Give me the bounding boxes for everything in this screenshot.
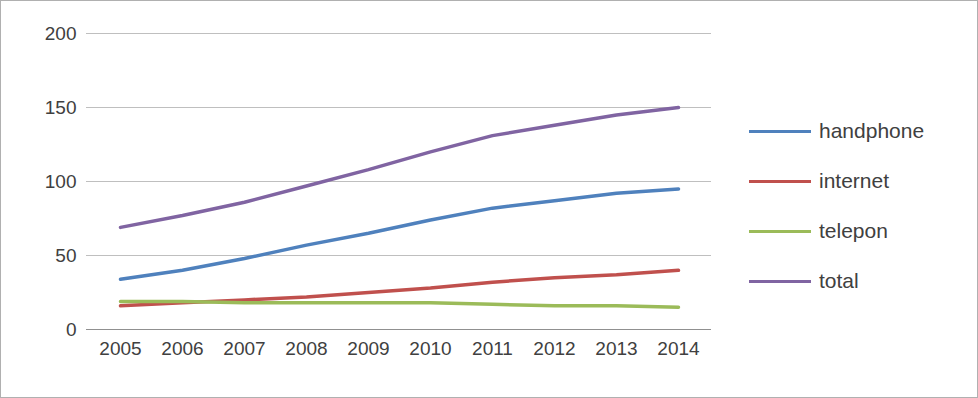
html-text:telepon: telepon (819, 219, 888, 242)
svg-text:2010: 2010 (409, 338, 451, 359)
svg-text:100: 100 (45, 171, 77, 192)
svg-text:2009: 2009 (347, 338, 389, 359)
html-text:internet: internet (819, 169, 889, 192)
html-text:total: total (819, 269, 859, 292)
svg-text:150: 150 (45, 97, 77, 118)
html-text:handphone: handphone (819, 119, 925, 142)
svg-text:0: 0 (66, 319, 77, 340)
svg-text:2014: 2014 (657, 338, 700, 359)
svg-text:200: 200 (45, 23, 77, 44)
svg-text:2011: 2011 (472, 338, 513, 359)
svg-text:2006: 2006 (161, 338, 203, 359)
svg-text:2008: 2008 (285, 338, 327, 359)
svg-text:2005: 2005 (99, 338, 141, 359)
svg-text:50: 50 (55, 245, 76, 266)
svg-text:2007: 2007 (223, 338, 265, 359)
svg-text:2013: 2013 (595, 338, 637, 359)
svg-text:2012: 2012 (533, 338, 575, 359)
